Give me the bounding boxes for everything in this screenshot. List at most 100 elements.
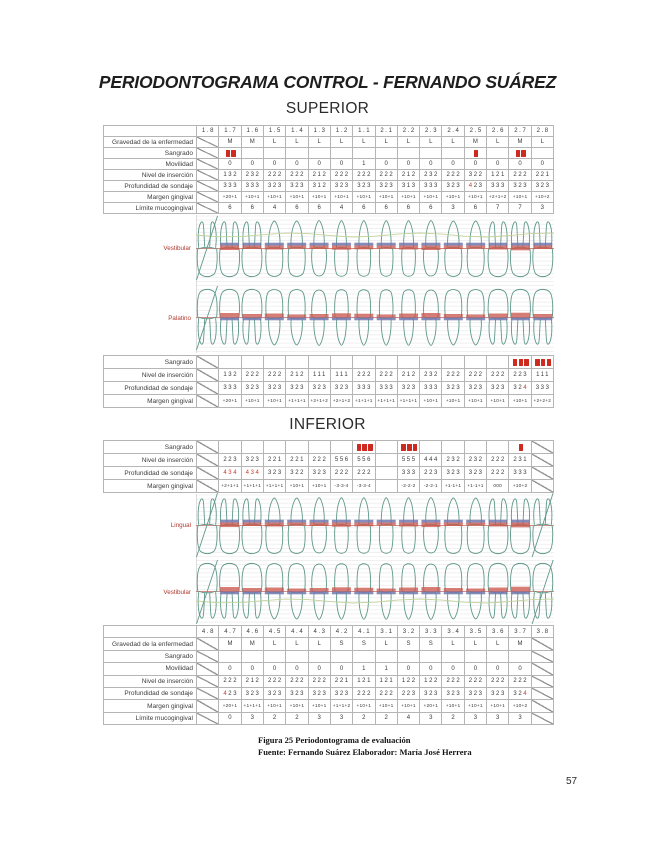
table-cell: 323	[487, 382, 510, 395]
table-cell: 121	[353, 675, 376, 688]
table-cell	[531, 675, 554, 688]
row-label: Profundidad de sondaje	[104, 687, 197, 701]
row-label: Gravedad de la enfermedad	[104, 638, 197, 651]
table-cell	[531, 663, 554, 676]
table-cell: L	[286, 638, 309, 651]
row-label: Profundidad de sondaje	[104, 181, 197, 192]
table-cell: +10+2	[509, 480, 532, 493]
table-cell: +2+1+2	[330, 395, 354, 408]
table-cell: 3	[330, 712, 354, 726]
table-cell: +10+1	[286, 192, 309, 203]
table-cell: +10+1	[375, 700, 398, 713]
tooth-number-header: 4.7	[219, 626, 242, 639]
table-cell	[375, 454, 398, 467]
table-cell	[464, 148, 488, 159]
table-cell: 333	[420, 382, 443, 395]
table-cell: +10+1	[464, 395, 488, 408]
row-label: Margen gingival	[104, 395, 197, 408]
tooth-number-header: 1.6	[241, 126, 264, 137]
table-cell: 222	[487, 467, 510, 480]
table-cell: 222	[442, 170, 465, 181]
superior-teeth-chart: Vestibular Palatino	[163, 215, 554, 353]
tooth-number-header: 3.4	[442, 626, 465, 639]
table-cell: +10+1	[442, 192, 465, 203]
table-cell: 323	[286, 181, 309, 192]
table-cell: L	[442, 638, 465, 651]
table-cell: 323	[263, 687, 287, 701]
table-cell	[464, 650, 488, 664]
table-cell: 222	[330, 170, 354, 181]
tooth-outline	[532, 498, 554, 555]
tooth-number-header: 3.2	[397, 626, 421, 639]
table-cell: +10+1	[487, 700, 510, 713]
table-cell	[397, 356, 421, 369]
table-cell: 323	[286, 382, 309, 395]
figure-caption: Figura 25 Periodontograma de evaluación …	[258, 735, 472, 758]
table-cell: 111	[531, 369, 554, 382]
tooth-number-header: 3.6	[487, 626, 510, 639]
table-cell	[531, 700, 554, 713]
row-label: Profundidad de sondaje	[104, 382, 197, 395]
table-cell: +1-1+1	[442, 480, 465, 493]
table-cell: 6	[420, 203, 443, 214]
table-cell	[197, 382, 220, 395]
table-cell	[241, 441, 264, 454]
bleeding-mark	[540, 358, 546, 366]
table-cell	[219, 441, 242, 454]
table-cell: M	[509, 137, 532, 148]
table-cell: 323	[241, 382, 264, 395]
tooth-number-header: 3.1	[375, 626, 398, 639]
table-cell: 3	[531, 203, 554, 214]
table-cell	[509, 356, 532, 369]
table-cell	[375, 356, 398, 369]
table-cell	[197, 192, 220, 203]
bleeding-mark	[368, 443, 373, 451]
table-cell: S	[353, 638, 376, 651]
table-cell: 313	[397, 181, 421, 192]
table-cell: 212	[241, 675, 264, 688]
page-number: 57	[566, 776, 578, 787]
table-cell: 1	[375, 663, 398, 676]
inferior-main-table: 4.8 4.7 4.6 4.5 4.4 4.3 4.2 4.1 3.1 3.2 3.3 3.4 3.5 3…	[103, 625, 554, 726]
bleeding-mark	[412, 443, 418, 451]
bleeding-mark	[356, 443, 362, 451]
table-cell	[197, 137, 220, 148]
table-cell: 122	[397, 675, 421, 688]
table-cell: 323	[263, 382, 287, 395]
table-cell: 222	[219, 675, 242, 688]
table-cell	[442, 356, 465, 369]
tooth-number-header: 4.5	[263, 626, 287, 639]
table-cell	[531, 467, 554, 480]
table-cell: 0	[286, 159, 309, 170]
tooth-number-header: 1.5	[263, 126, 287, 137]
table-cell: 6	[353, 203, 376, 214]
table-cell: 323	[464, 687, 488, 701]
tooth-number-header: 2.4	[442, 126, 465, 137]
table-cell: +20+1	[219, 700, 242, 713]
table-cell	[241, 650, 264, 664]
table-cell: 2	[353, 712, 376, 726]
tooth-outline	[196, 562, 218, 619]
table-cell	[397, 441, 421, 454]
row-label: Nivel de inserción	[104, 454, 197, 467]
table-cell: 222	[308, 675, 331, 688]
table-cell: 323	[531, 181, 554, 192]
table-cell: 0	[241, 663, 264, 676]
table-cell	[197, 170, 220, 181]
table-cell	[509, 148, 532, 159]
table-cell: +20+1	[219, 395, 242, 408]
table-cell: 222	[509, 675, 532, 688]
row-label: Sangrado	[104, 148, 197, 159]
inferior-lingual-table: Sangrado Nivel de inserción 223 323 221 221 22…	[103, 440, 554, 493]
table-cell: 222	[464, 675, 488, 688]
table-cell	[197, 181, 220, 192]
table-cell: 0	[375, 159, 398, 170]
table-cell	[330, 356, 354, 369]
table-cell	[330, 441, 354, 454]
table-cell: 0	[420, 663, 443, 676]
table-cell	[197, 650, 220, 664]
cell-digit: 3	[513, 385, 519, 391]
table-cell: 0	[308, 159, 331, 170]
table-cell: 1	[353, 663, 376, 676]
